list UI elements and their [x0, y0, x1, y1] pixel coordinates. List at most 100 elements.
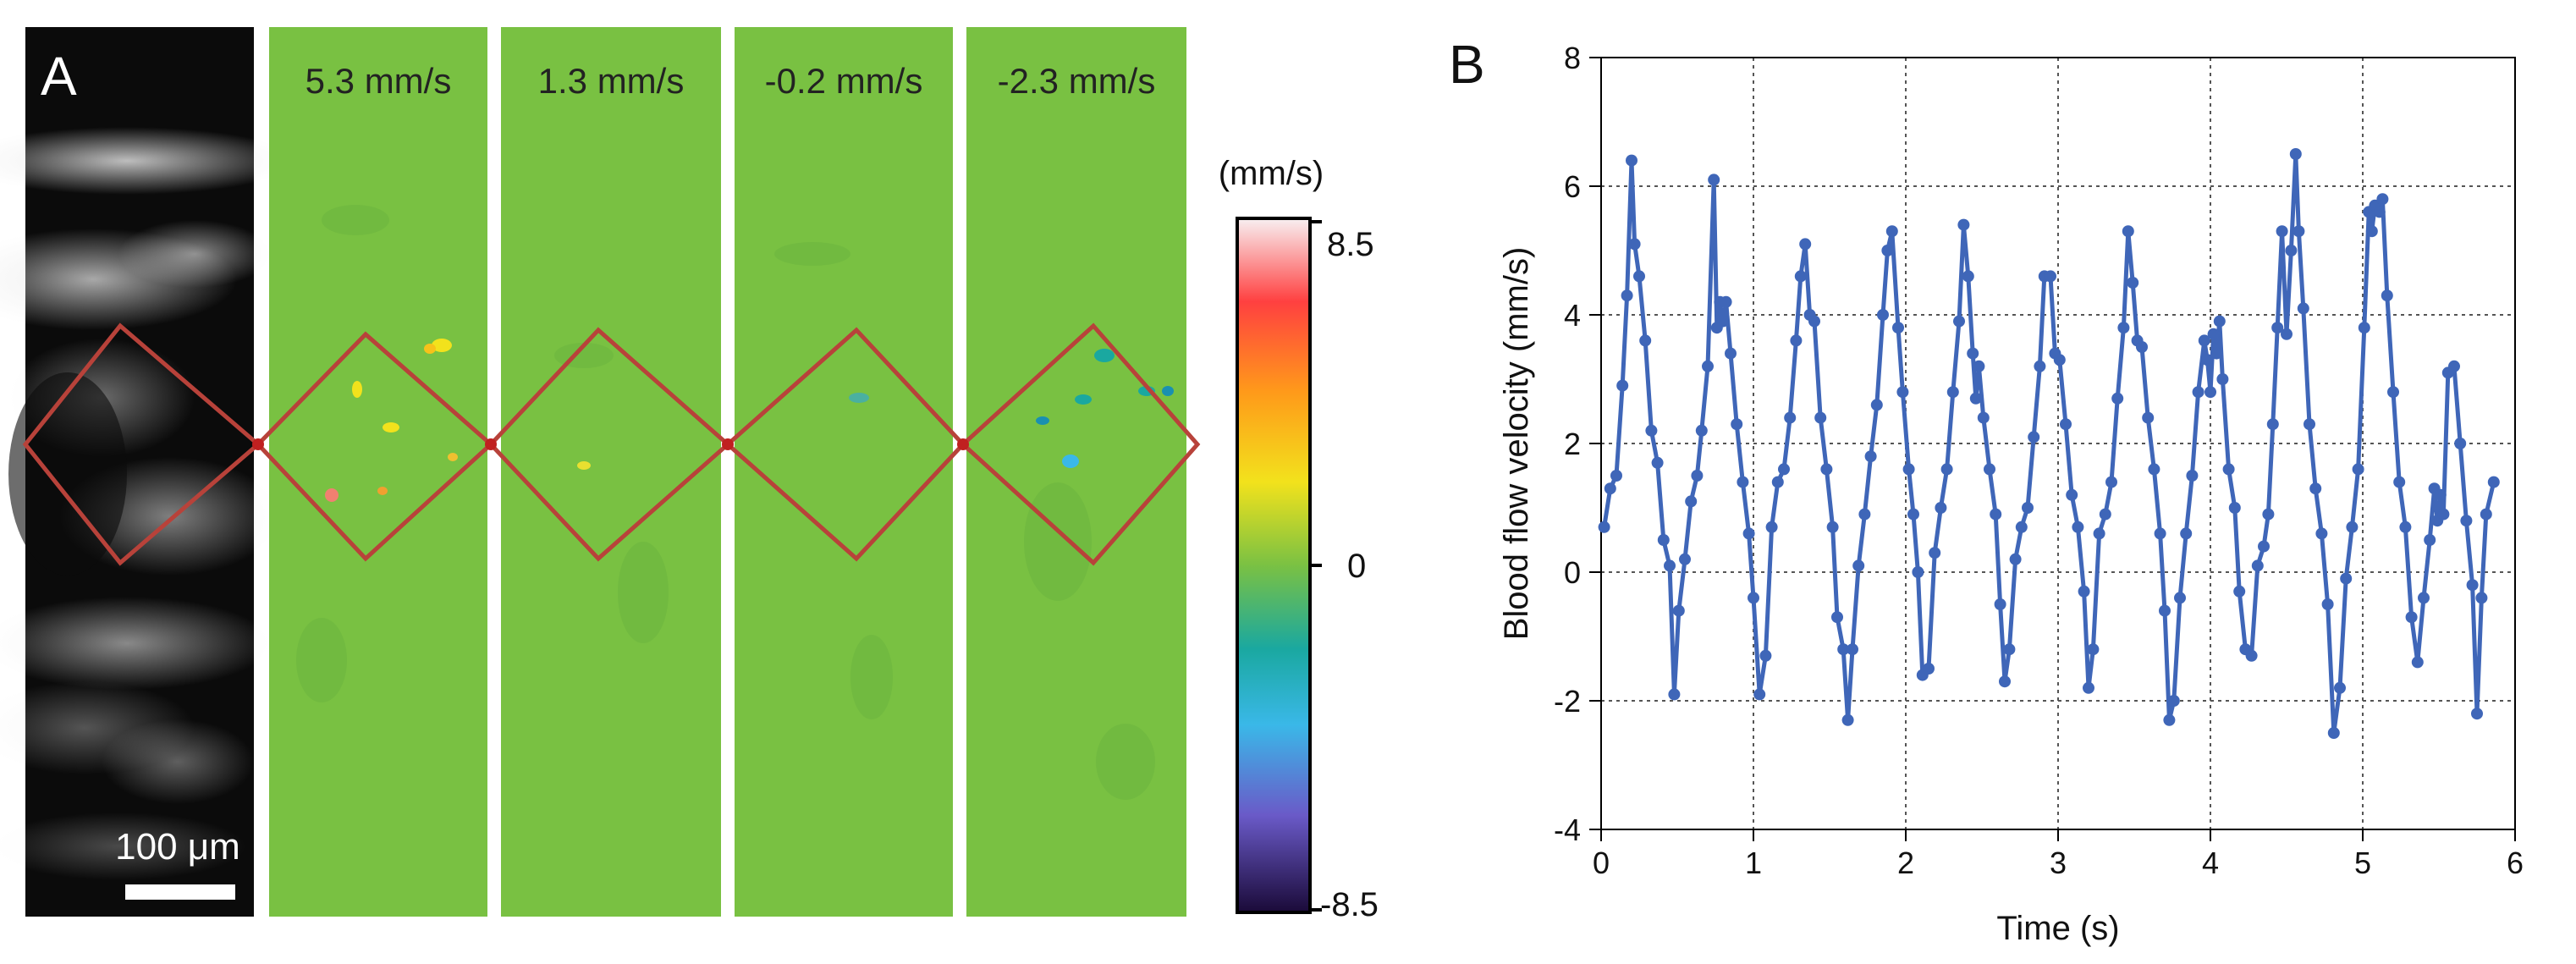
data-point: [2159, 604, 2171, 617]
y-tick-label: 8: [1564, 41, 1581, 75]
data-point: [2480, 508, 2492, 521]
velocity-label-2: 1.3 mm/s: [538, 61, 685, 101]
data-point: [1679, 553, 1691, 565]
y-tick-label: 2: [1564, 427, 1581, 461]
x-tick-label: 1: [1745, 846, 1762, 880]
data-point: [2072, 521, 2084, 533]
data-point: [1790, 334, 1803, 347]
data-point: [1685, 495, 1698, 508]
data-point: [2201, 354, 2214, 366]
data-point: [2365, 225, 2378, 238]
data-point: [1645, 424, 1658, 437]
data-point: [2174, 592, 2186, 604]
data-point: [1885, 225, 1898, 238]
data-point: [2204, 386, 2216, 399]
data-point: [2454, 438, 2467, 449]
data-point: [1841, 713, 1854, 726]
data-point: [1664, 559, 1676, 572]
data-point: [2393, 476, 2406, 488]
data-point: [2399, 521, 2412, 533]
data-point: [2216, 373, 2229, 385]
colorbar-min-label: -8.5: [1320, 886, 1379, 923]
data-point: [2352, 463, 2364, 476]
data-point: [1923, 663, 1935, 675]
data-point: [1935, 502, 1947, 514]
data-point: [2251, 559, 2264, 572]
data-point: [1990, 508, 2002, 521]
x-axis-label: Time (s): [1996, 910, 2119, 947]
data-point: [1725, 347, 1737, 360]
data-point: [2022, 502, 2034, 514]
velocity-label-3: -0.2 mm/s: [765, 61, 923, 101]
data-point: [2293, 225, 2305, 238]
data-point: [1969, 392, 1982, 405]
data-point: [1616, 379, 1629, 392]
data-point: [2233, 585, 2246, 598]
data-point: [2066, 488, 2078, 501]
data-point: [1877, 309, 1889, 321]
data-point: [1946, 386, 1959, 399]
data-point: [1759, 649, 1772, 662]
data-point: [2340, 572, 2353, 585]
data-point: [1702, 360, 1714, 372]
series-line: [1602, 151, 2496, 735]
velocity-map-4: [966, 27, 1186, 917]
data-point: [1672, 604, 1685, 617]
data-point: [2466, 579, 2479, 592]
data-point: [1852, 559, 1865, 572]
scale-bar-label: 100 μm: [115, 826, 240, 868]
data-point: [1771, 476, 1784, 488]
colorbar: [1236, 217, 1312, 914]
x-tick-label: 2: [1897, 846, 1914, 880]
data-point: [2222, 463, 2235, 476]
data-point: [2045, 270, 2056, 283]
data-point: [2418, 592, 2430, 604]
data-point: [2285, 245, 2298, 256]
data-point: [2327, 727, 2340, 739]
data-point: [1610, 470, 1622, 482]
x-tick-label: 6: [2507, 846, 2524, 880]
data-point: [2210, 347, 2223, 360]
map-texture: [296, 205, 1155, 800]
y-tick-label: 0: [1564, 555, 1581, 590]
data-point: [2083, 681, 2094, 694]
data-point: [2424, 534, 2436, 546]
data-point: [1717, 315, 1729, 328]
panel-a: A 100 μm: [0, 27, 1379, 923]
data-point: [1870, 399, 1883, 411]
data-point: [2186, 470, 2199, 482]
data-point: [2015, 521, 2028, 533]
data-point: [2078, 585, 2090, 598]
data-point: [2009, 553, 2022, 565]
chart-ticks: 0 1 2 3 4 5 6 -4 -2 0 2 4 6 8: [1554, 41, 2524, 880]
roi-diamond-5: [960, 322, 1201, 566]
data-point: [2028, 431, 2040, 443]
data-point: [1896, 386, 1909, 399]
data-point: [1973, 360, 1985, 372]
data-point: [2358, 322, 2370, 334]
chart-series: [1598, 148, 2500, 739]
data-point: [2198, 334, 2210, 347]
data-point: [2297, 302, 2309, 315]
data-point: [2192, 386, 2204, 399]
data-point: [1668, 688, 1681, 701]
data-point: [2346, 521, 2359, 533]
data-point: [1737, 476, 1749, 488]
data-point: [1858, 508, 1871, 521]
data-point: [1892, 322, 1904, 334]
data-point: [2003, 643, 2016, 656]
data-point: [1639, 334, 1652, 347]
data-point: [2105, 476, 2117, 488]
x-tick-label: 5: [2354, 846, 2371, 880]
data-point: [1753, 688, 1766, 701]
data-point: [1748, 592, 1759, 604]
data-point: [1626, 154, 1638, 167]
data-point: [2053, 354, 2066, 366]
data-point: [2111, 392, 2124, 405]
structural-image: [0, 27, 296, 917]
velocity-map-1: [269, 27, 487, 917]
data-point: [2117, 322, 2130, 334]
roi-vertices: [252, 438, 969, 450]
velocity-map-2: [501, 27, 721, 917]
data-point: [1799, 238, 1812, 251]
